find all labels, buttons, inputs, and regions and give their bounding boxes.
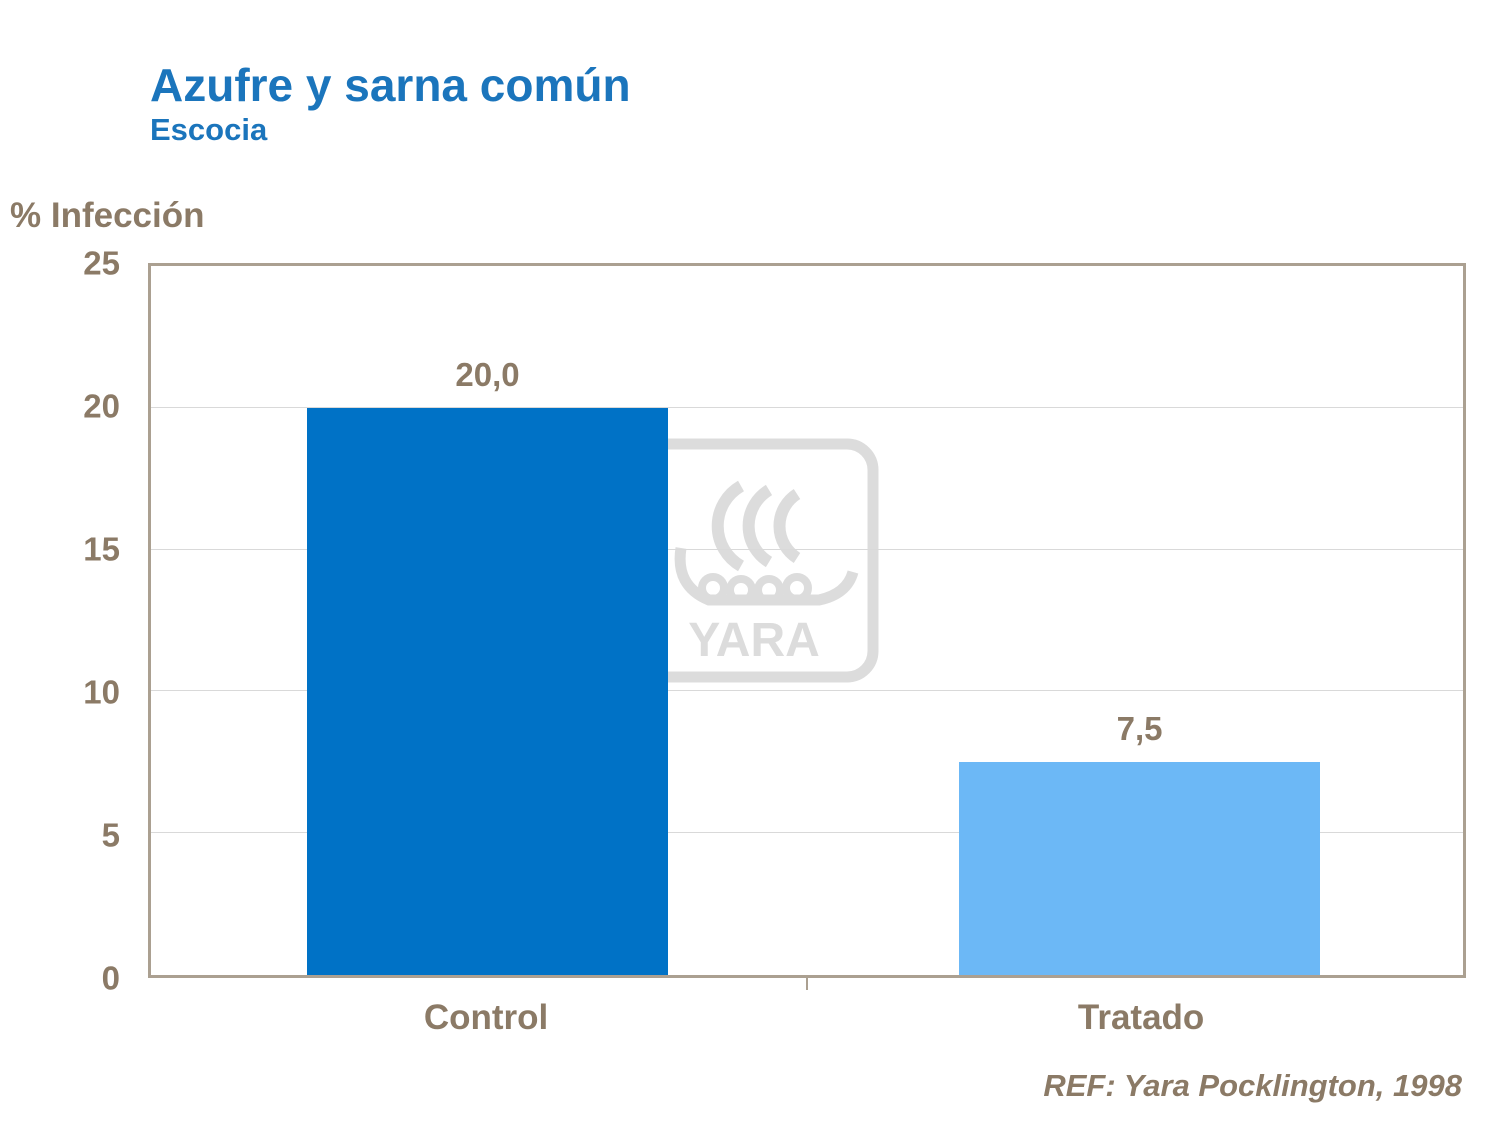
gridline bbox=[151, 832, 1463, 834]
y-axis-title: % Infección bbox=[10, 196, 205, 235]
gridline bbox=[151, 548, 1463, 550]
x-axis-labels: Control Tratado bbox=[148, 998, 1466, 1048]
reference-text: REF: Yara Pocklington, 1998 bbox=[1043, 1068, 1462, 1103]
gridline bbox=[151, 406, 1463, 408]
y-tick-label: 15 bbox=[83, 530, 120, 568]
y-axis-tick-labels: 0 5 10 15 20 25 bbox=[0, 247, 132, 995]
x-category-label-tratado: Tratado bbox=[1077, 998, 1205, 1037]
chart-title: Azufre y sarna común bbox=[150, 59, 631, 111]
y-tick-label: 0 bbox=[101, 959, 120, 997]
yara-watermark-text: YARA bbox=[688, 614, 820, 667]
bar-value-label: 7,5 bbox=[1116, 710, 1163, 748]
yara-logo-watermark: YARA bbox=[629, 438, 879, 683]
bar-control bbox=[307, 407, 668, 975]
y-tick-label: 5 bbox=[101, 816, 120, 854]
chart-subtitle: Escocia bbox=[150, 112, 268, 147]
y-tick-label: 10 bbox=[83, 673, 120, 711]
y-tick-label: 20 bbox=[83, 387, 120, 425]
bar-tratado bbox=[959, 762, 1320, 975]
x-category-label-control: Control bbox=[423, 998, 549, 1037]
bar-slot-control: 20,0 bbox=[307, 266, 668, 975]
bar-value-label: 20,0 bbox=[455, 355, 520, 393]
x-axis-tick bbox=[806, 978, 808, 990]
y-tick-label: 25 bbox=[83, 244, 120, 282]
plot-area: YARA 20,0 7,5 bbox=[148, 263, 1466, 978]
gridline bbox=[151, 690, 1463, 692]
bar-slot-tratado: 7,5 bbox=[959, 266, 1320, 975]
